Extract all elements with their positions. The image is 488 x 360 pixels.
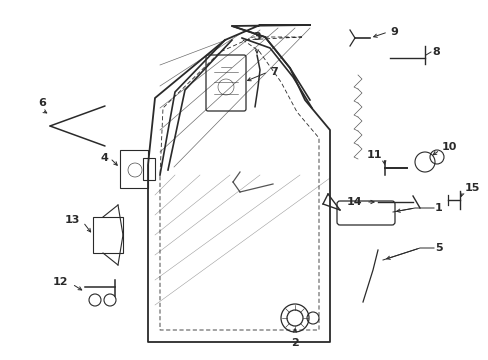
Text: 8: 8 xyxy=(431,47,439,57)
Text: 14: 14 xyxy=(346,197,361,207)
Text: 12: 12 xyxy=(52,277,68,287)
Text: 7: 7 xyxy=(269,67,277,77)
Bar xyxy=(142,158,155,180)
Text: 2: 2 xyxy=(290,338,298,348)
Text: 10: 10 xyxy=(441,142,456,152)
Text: 13: 13 xyxy=(64,215,80,225)
Text: 3: 3 xyxy=(253,32,260,42)
Text: 6: 6 xyxy=(38,98,46,108)
Bar xyxy=(93,217,123,253)
Text: 15: 15 xyxy=(464,183,479,193)
Text: 9: 9 xyxy=(389,27,397,37)
Text: 4: 4 xyxy=(100,153,108,163)
Text: 1: 1 xyxy=(434,203,442,213)
Text: 11: 11 xyxy=(366,150,381,160)
Text: 5: 5 xyxy=(434,243,442,253)
Bar xyxy=(120,150,148,188)
